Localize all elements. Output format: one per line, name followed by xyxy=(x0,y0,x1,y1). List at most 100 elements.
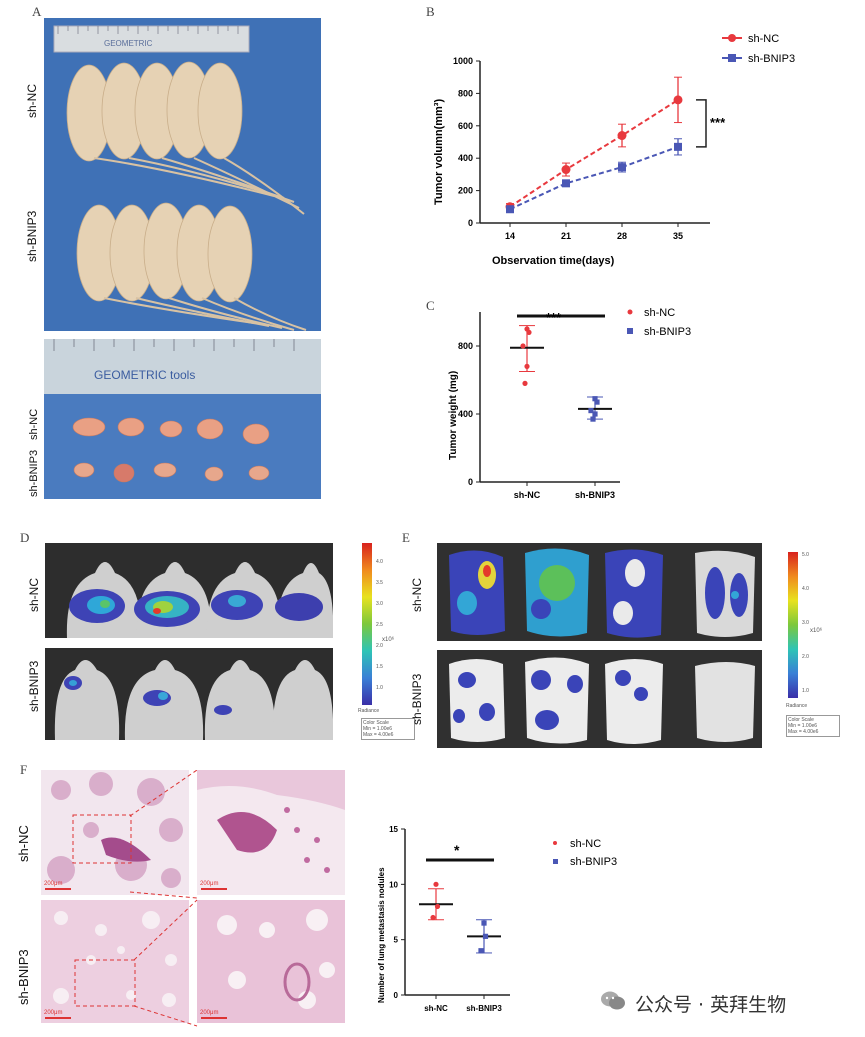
chart-b-legend-nc-marker xyxy=(728,34,736,42)
scale-d-tick-label: 1.0 xyxy=(376,685,383,691)
chart-f: 0 5 10 15 sh-NC sh-BNIP3 Number of lung metas… xyxy=(377,825,617,1013)
chart-c-ylabel: Tumor weight (mg) xyxy=(448,371,459,460)
scale-d-tick-label: 3.0 xyxy=(376,601,383,607)
scalebar-4: 200μm xyxy=(200,1010,219,1016)
chart-c-ytick-label: 0 xyxy=(468,477,473,487)
chart-c-xtick-label: sh-BNIP3 xyxy=(575,490,615,500)
panel-label-c: C xyxy=(426,298,435,313)
chart-c-legend-nc: sh-NC xyxy=(644,307,675,319)
chart-b-legend-bnip3-marker xyxy=(728,54,736,62)
chart-b-xtick-label: 21 xyxy=(561,231,571,241)
chart-b-ylabel: Tumor volumn(mm³) xyxy=(433,99,445,205)
chart-b-point xyxy=(506,205,514,214)
chart-c-point xyxy=(524,363,530,369)
chart-c-legend-nc-marker xyxy=(627,309,633,315)
zoom-lines xyxy=(130,770,198,1027)
chart-b-point xyxy=(618,163,626,172)
chart-b-ytick-label: 200 xyxy=(458,186,473,196)
watermark-icon xyxy=(600,990,626,1012)
row-label-a-bnip3: sh-BNIP3 xyxy=(25,210,39,262)
chart-b-xtick-label: 35 xyxy=(673,231,683,241)
ruler-bottom-text: GEOMETRIC tools xyxy=(94,368,195,382)
scale-d-tick-label: 2.0 xyxy=(376,643,383,649)
chart-c-xtick-label: sh-NC xyxy=(514,490,541,500)
histology-bnip3-high-image xyxy=(197,900,345,1023)
chart-f-legend-bnip3: sh-BNIP3 xyxy=(570,856,617,868)
chart-c-point xyxy=(522,380,528,386)
panel-label-d: D xyxy=(20,530,30,545)
ruler-top-text: GEOMETRIC xyxy=(104,39,153,48)
chart-c-point xyxy=(526,329,532,335)
chart-b-series-line xyxy=(509,145,679,211)
scale-d-tick-label: 4.0 xyxy=(376,559,383,565)
chart-b-point xyxy=(562,179,570,188)
chart-b-xlabel: Observation time(days) xyxy=(492,255,615,267)
histology-nc-low-image xyxy=(41,770,189,895)
scale-d-tick-label: 3.5 xyxy=(376,580,383,586)
panel-label-b: B xyxy=(426,4,435,19)
chart-c-point xyxy=(592,396,598,402)
chart-b-xtick-label: 14 xyxy=(505,231,515,241)
chart-b-legend-nc: sh-NC xyxy=(748,33,779,45)
color-scale-e xyxy=(788,552,798,698)
chart-f-point xyxy=(482,933,489,939)
panel-label-a: A xyxy=(32,4,42,19)
chart-c-ytick-label: 400 xyxy=(458,409,473,419)
chart-b-ytick-label: 1000 xyxy=(453,56,473,66)
chart-f-xtick-label: sh-NC xyxy=(424,1004,448,1013)
chart-f-point xyxy=(433,881,439,887)
tumors-photo: GEOMETRIC tools xyxy=(44,339,321,499)
row-label-a2-nc: sh-NC xyxy=(28,408,40,440)
lung-imaging-nc-image xyxy=(437,543,762,641)
chart-c-point xyxy=(520,343,526,349)
chart-f-legend-bnip3-marker xyxy=(553,859,558,864)
scale-e-tick-label: 5.0 xyxy=(802,552,809,558)
chart-c-point xyxy=(592,411,598,417)
panel-label-f: F xyxy=(20,762,28,777)
chart-b-point xyxy=(674,142,682,151)
histology-bnip3-low-image xyxy=(41,900,189,1023)
ivis-body-bnip3-image xyxy=(45,648,333,740)
chart-f-ytick-label: 5 xyxy=(394,936,399,945)
chart-b-ytick-label: 0 xyxy=(468,218,473,228)
scale-e-tick-label: 1.0 xyxy=(802,688,809,694)
chart-b-point xyxy=(617,131,627,141)
chart-f-point xyxy=(481,920,487,926)
chart-b: 0 200 400 600 800 1000 14 21 28 35 Observation ti… xyxy=(433,33,795,267)
row-label-d-bnip3: sh-BNIP3 xyxy=(27,660,41,712)
chart-b-ytick-label: 800 xyxy=(458,88,473,98)
row-label-a-nc: sh-NC xyxy=(25,83,39,118)
ivis-body-nc-image xyxy=(45,543,333,638)
chart-c-legend-bnip3: sh-BNIP3 xyxy=(644,326,691,338)
chart-f-point xyxy=(430,914,436,921)
chart-c: 0 400 800 sh-NC sh-BNIP3 Tumor weight (mg) *… xyxy=(448,307,691,500)
histology-nc-high-image xyxy=(197,770,345,895)
chart-b-xtick-label: 28 xyxy=(617,231,627,241)
lung-imaging-bnip3-image xyxy=(437,650,762,748)
watermark-text: 公众号 · 英拜生物 xyxy=(635,994,787,1016)
scale-e-tick-label: 4.0 xyxy=(802,586,809,592)
units-e: x10⁶ xyxy=(810,627,823,634)
row-label-e-bnip3: sh-BNIP3 xyxy=(410,673,424,725)
legend-box-d: Color Scale Min = 1.00e6 Max = 4.00e6 xyxy=(361,718,415,740)
chart-c-point xyxy=(590,416,596,422)
chart-f-point xyxy=(478,948,484,954)
chart-c-legend-bnip3-marker xyxy=(627,328,633,334)
chart-f-point xyxy=(434,903,441,910)
chart-b-bracket xyxy=(696,99,707,148)
chart-f-ytick-label: 10 xyxy=(389,880,398,889)
chart-c-point xyxy=(588,408,594,414)
row-label-d-nc: sh-NC xyxy=(27,577,41,612)
chart-b-ytick-label: 600 xyxy=(458,121,473,131)
units-d: x10⁶ xyxy=(382,636,395,643)
row-label-e-nc: sh-NC xyxy=(410,577,424,612)
color-scale-d xyxy=(362,543,372,705)
chart-f-xtick-label: sh-BNIP3 xyxy=(466,1004,502,1013)
chart-c-point xyxy=(594,399,600,405)
row-label-f-nc: sh-NC xyxy=(16,825,31,862)
radiance-label-d: Radiance xyxy=(358,708,380,714)
scalebar-3: 200μm xyxy=(44,1010,63,1016)
scalebar-1: 200μm xyxy=(44,881,63,887)
chart-b-series-line xyxy=(509,99,679,208)
chart-f-significance: * xyxy=(454,842,460,858)
